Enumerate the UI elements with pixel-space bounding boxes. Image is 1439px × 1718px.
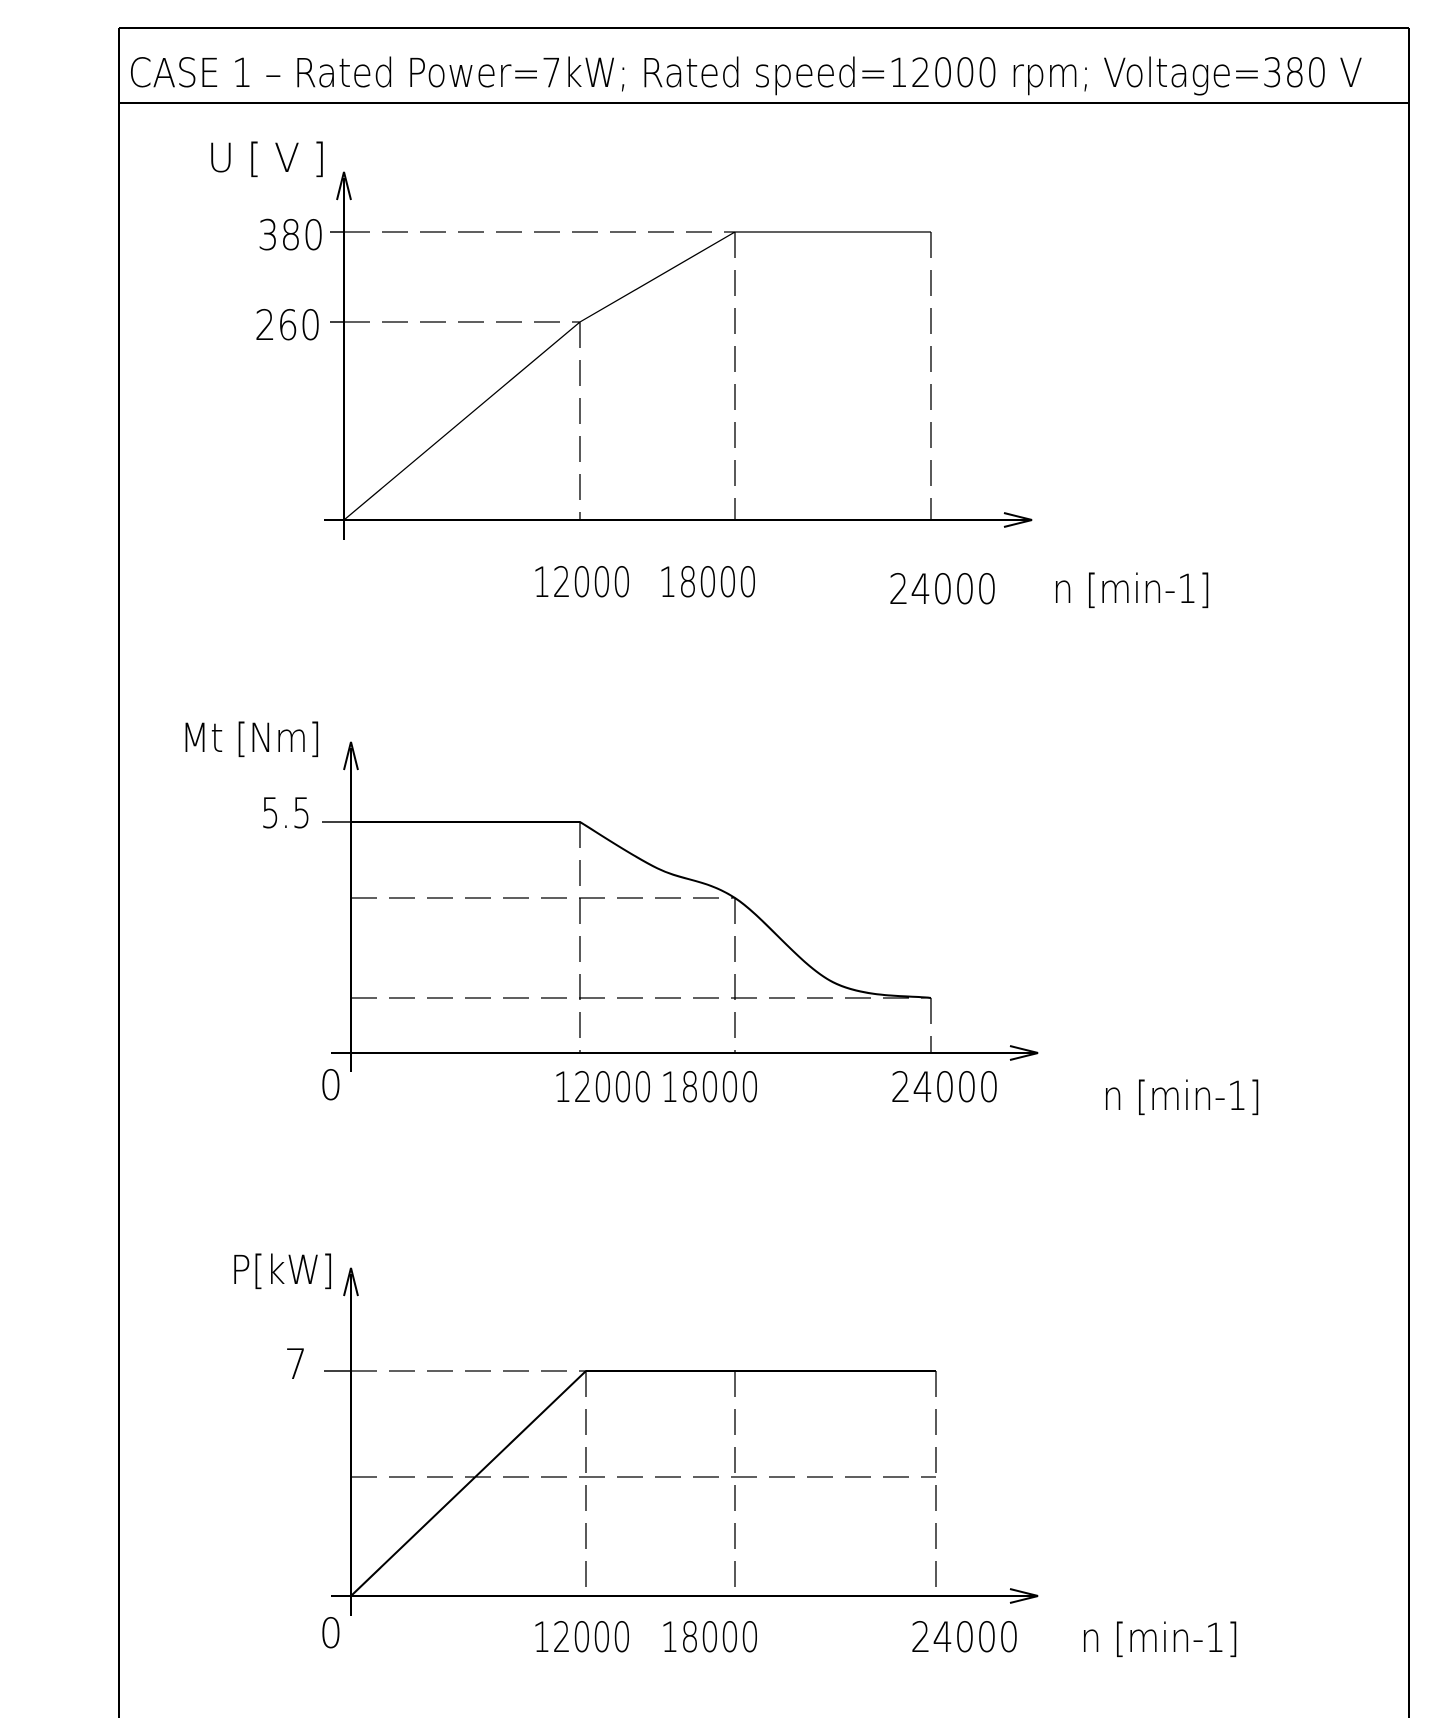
x-tick-label-12000: 12000 bbox=[553, 1063, 653, 1112]
y-tick-label-380: 380 bbox=[257, 211, 325, 260]
x-axis-arrow bbox=[1009, 1045, 1039, 1061]
page-title: CASE 1 – Rated Power=7kW; Rated speed=12… bbox=[128, 51, 1363, 97]
y-axis-label: P[kW] bbox=[230, 1248, 335, 1294]
x-tick-label-18000: 18000 bbox=[660, 1613, 760, 1662]
x-tick-label-24000: 24000 bbox=[888, 565, 998, 614]
x-axis-arrow bbox=[1009, 1588, 1039, 1604]
y-tick-label-7: 7 bbox=[284, 1340, 308, 1389]
x-axis-arrow bbox=[1003, 512, 1033, 528]
x-tick-label-24000: 24000 bbox=[910, 1613, 1020, 1662]
x-axis-label: n [min-1] bbox=[1052, 567, 1212, 613]
x-axis-label: n [min-1] bbox=[1080, 1616, 1240, 1662]
x-tick-label-18000: 18000 bbox=[660, 1063, 760, 1112]
y-tick-label-5-5: 5.5 bbox=[260, 789, 312, 838]
y-axis-arrow bbox=[336, 171, 352, 201]
y-axis-label: U [ V ] bbox=[207, 136, 327, 182]
x-tick-label-12000: 12000 bbox=[532, 558, 632, 607]
origin-label: 0 bbox=[319, 1609, 343, 1658]
torque-series-line bbox=[351, 821, 932, 999]
y-tick-label-260: 260 bbox=[254, 301, 322, 350]
origin-label: 0 bbox=[319, 1061, 343, 1110]
y-axis-arrow bbox=[343, 741, 359, 771]
voltage-chart: U [ V ] n [min-1] 380 260 12000 18000 24… bbox=[207, 136, 1212, 614]
x-tick-label-24000: 24000 bbox=[890, 1063, 1000, 1112]
power-chart: P[kW] n [min-1] 0 7 12000 18000 24000 bbox=[230, 1248, 1240, 1662]
x-tick-label-12000: 12000 bbox=[532, 1613, 632, 1662]
y-axis-arrow bbox=[343, 1267, 359, 1297]
voltage-series-line bbox=[343, 231, 931, 521]
x-tick-label-18000: 18000 bbox=[658, 558, 758, 607]
torque-chart: Mt [Nm] n [min-1] 0 5.5 12000 18000 2400… bbox=[180, 716, 1262, 1120]
x-axis-label: n [min-1] bbox=[1102, 1074, 1262, 1120]
power-series-line bbox=[350, 1370, 936, 1597]
y-axis-label: Mt [Nm] bbox=[180, 716, 322, 762]
